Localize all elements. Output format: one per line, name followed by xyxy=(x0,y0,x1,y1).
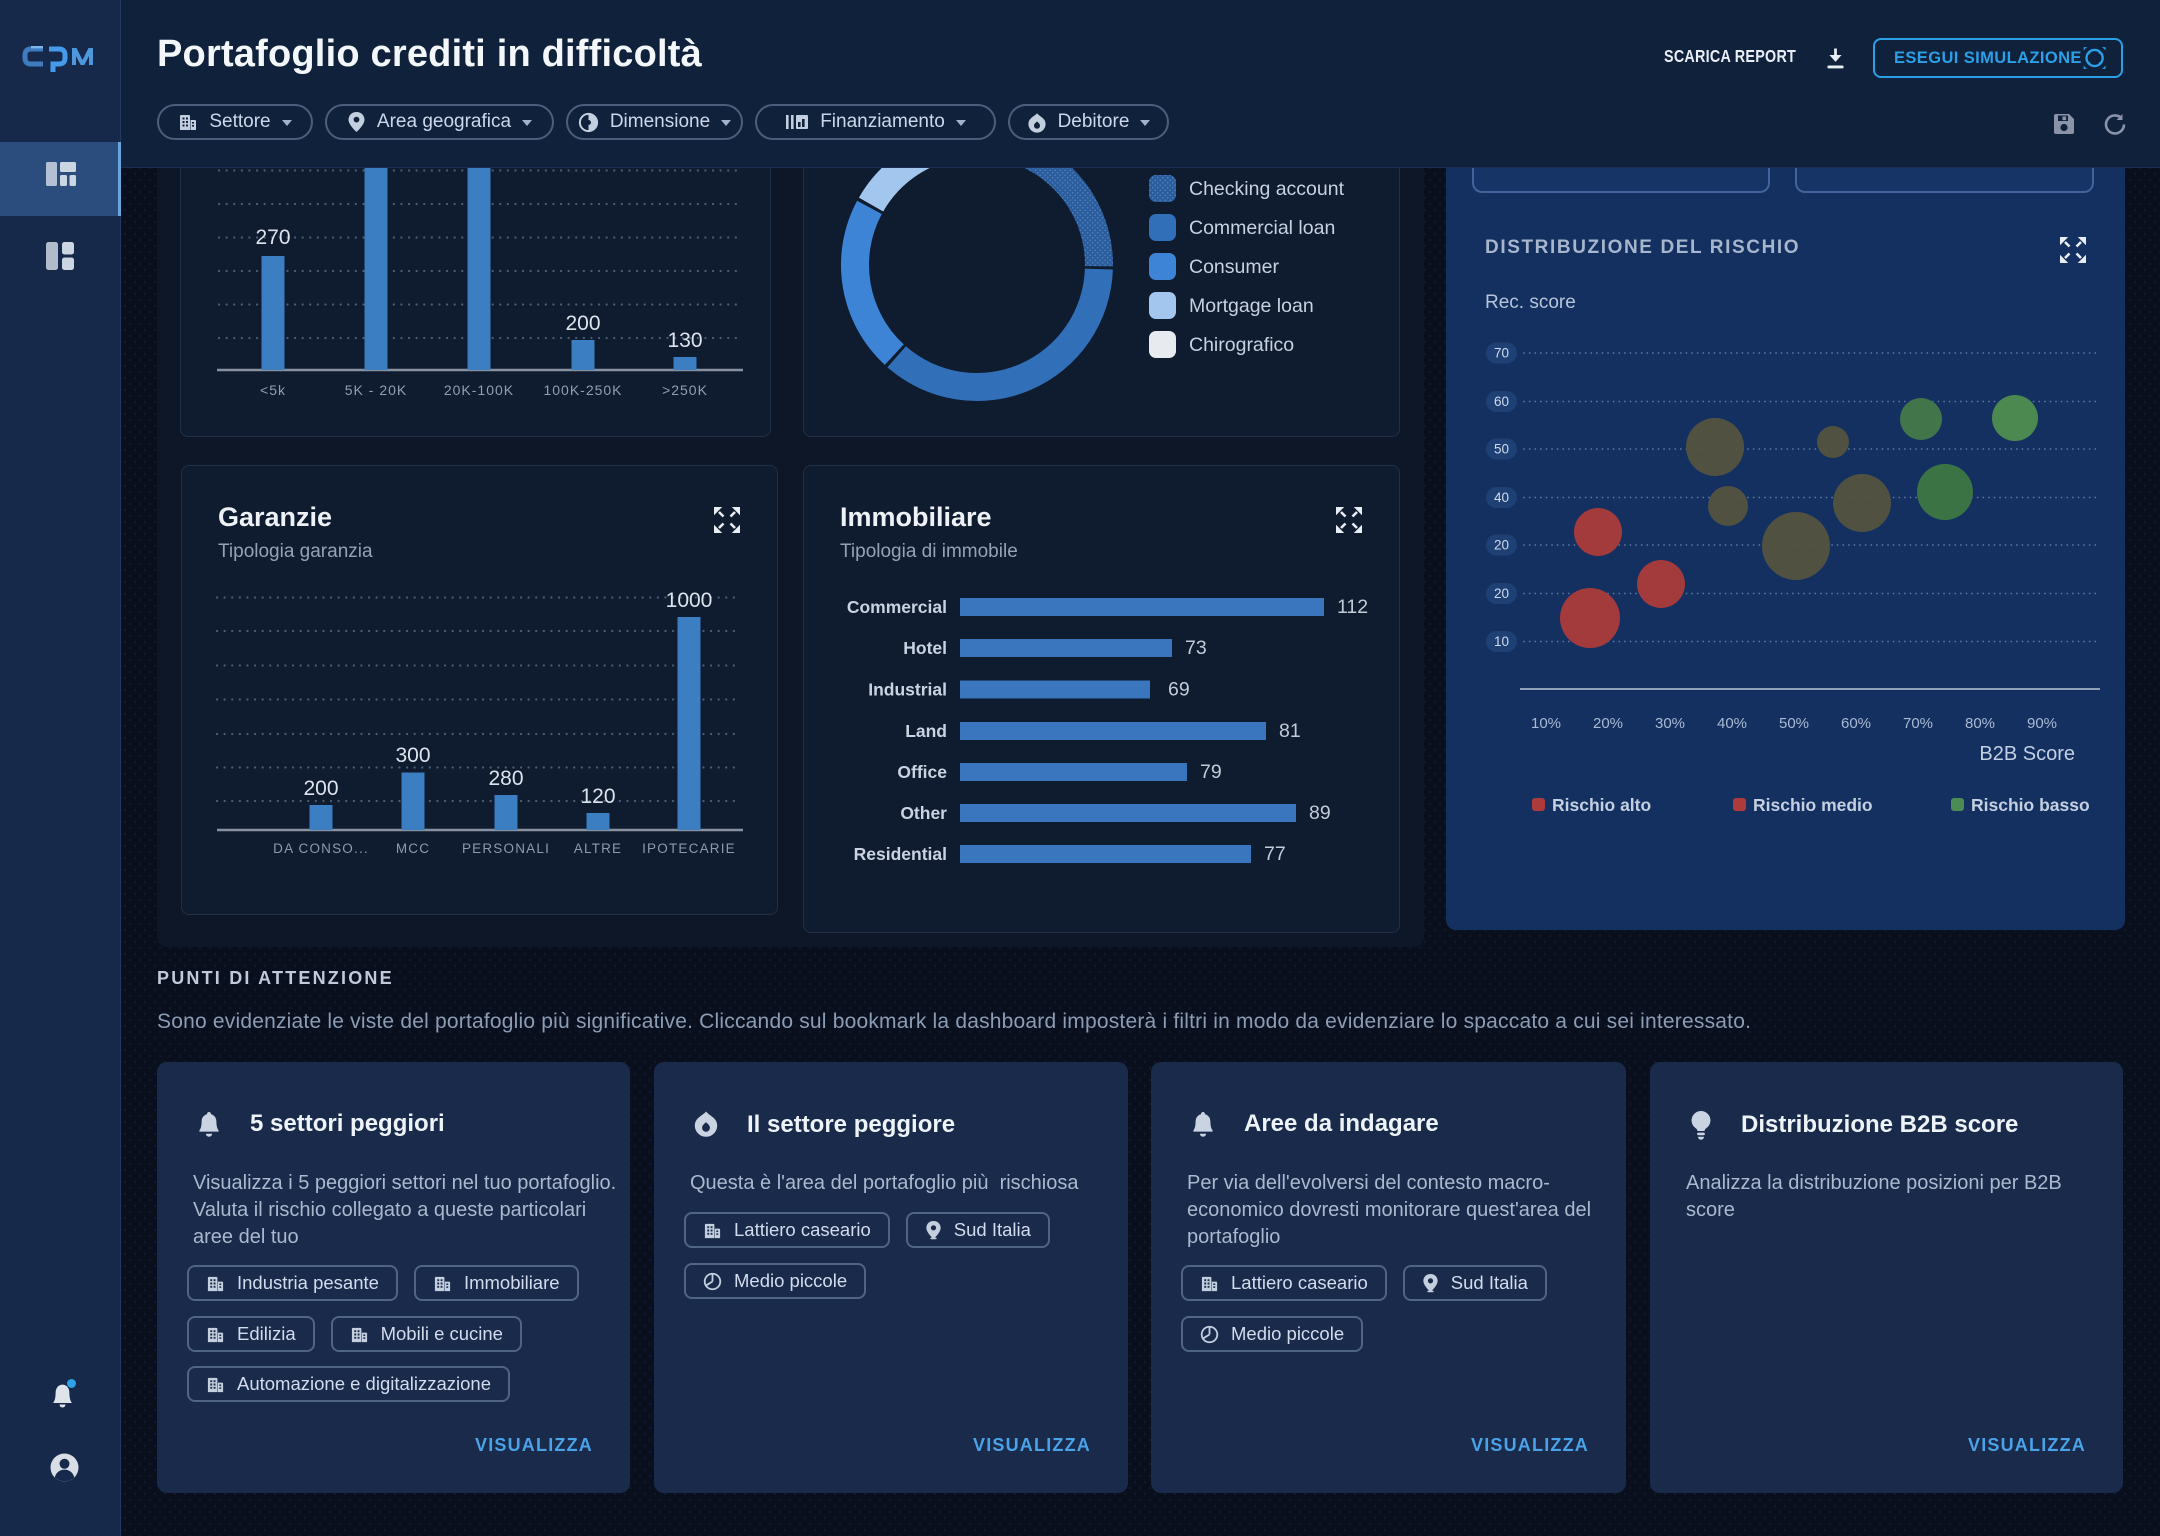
svg-text:200: 200 xyxy=(565,312,600,335)
svg-text:77: 77 xyxy=(1264,843,1286,865)
svg-text:Commercial: Commercial xyxy=(847,597,947,617)
svg-text:69: 69 xyxy=(1168,679,1190,701)
svg-text:81: 81 xyxy=(1279,720,1301,742)
svg-text:90%: 90% xyxy=(2027,715,2057,732)
svg-text:B2B Score: B2B Score xyxy=(1979,743,2075,765)
svg-text:Hotel: Hotel xyxy=(903,638,947,658)
svg-text:DA CONSO...: DA CONSO... xyxy=(273,841,369,856)
svg-text:Consumer: Consumer xyxy=(1189,256,1279,278)
svg-text:Chirografico: Chirografico xyxy=(1189,334,1294,356)
svg-text:130: 130 xyxy=(667,329,702,352)
svg-text:20%: 20% xyxy=(1593,715,1623,732)
svg-text:80%: 80% xyxy=(1965,715,1995,732)
svg-text:73: 73 xyxy=(1185,637,1207,659)
svg-text:Rischio basso: Rischio basso xyxy=(1971,795,2090,815)
svg-text:Checking account: Checking account xyxy=(1189,178,1345,200)
svg-text:60%: 60% xyxy=(1841,715,1871,732)
svg-text:Land: Land xyxy=(905,721,947,741)
svg-text:>250K: >250K xyxy=(662,382,708,398)
svg-text:1000: 1000 xyxy=(666,589,713,612)
svg-text:5K - 20K: 5K - 20K xyxy=(345,382,407,398)
svg-text:Office: Office xyxy=(897,762,947,782)
svg-text:Other: Other xyxy=(900,803,947,823)
svg-text:50: 50 xyxy=(1494,442,1509,457)
svg-text:<5k: <5k xyxy=(260,382,286,398)
svg-text:10%: 10% xyxy=(1531,715,1561,732)
svg-text:100K-250K: 100K-250K xyxy=(543,382,622,398)
svg-text:Rischio alto: Rischio alto xyxy=(1552,795,1651,815)
svg-text:Rischio medio: Rischio medio xyxy=(1753,795,1873,815)
svg-text:PERSONALI: PERSONALI xyxy=(462,841,550,856)
svg-text:40%: 40% xyxy=(1717,715,1747,732)
svg-text:10: 10 xyxy=(1494,634,1509,649)
svg-text:112: 112 xyxy=(1337,596,1368,618)
svg-text:120: 120 xyxy=(580,785,615,808)
svg-text:Residential: Residential xyxy=(854,844,947,864)
svg-text:200: 200 xyxy=(303,777,338,800)
svg-text:MCC: MCC xyxy=(396,841,430,856)
svg-text:270: 270 xyxy=(255,226,290,249)
svg-text:79: 79 xyxy=(1200,761,1222,783)
svg-text:20K-100K: 20K-100K xyxy=(444,382,514,398)
svg-text:20: 20 xyxy=(1494,586,1509,601)
svg-text:280: 280 xyxy=(488,767,523,790)
svg-text:Mortgage loan: Mortgage loan xyxy=(1189,295,1314,317)
svg-text:89: 89 xyxy=(1309,802,1331,824)
svg-text:IPOTECARIE: IPOTECARIE xyxy=(642,841,736,856)
svg-text:50%: 50% xyxy=(1779,715,1809,732)
svg-text:60: 60 xyxy=(1494,394,1509,409)
svg-text:300: 300 xyxy=(395,744,430,767)
svg-text:Industrial: Industrial xyxy=(868,680,947,700)
svg-text:70%: 70% xyxy=(1903,715,1933,732)
svg-text:ALTRE: ALTRE xyxy=(574,841,623,856)
svg-text:Commercial loan: Commercial loan xyxy=(1189,217,1335,239)
svg-text:40: 40 xyxy=(1494,490,1509,505)
svg-text:70: 70 xyxy=(1494,346,1509,361)
svg-text:20: 20 xyxy=(1494,538,1509,553)
svg-text:30%: 30% xyxy=(1655,715,1685,732)
